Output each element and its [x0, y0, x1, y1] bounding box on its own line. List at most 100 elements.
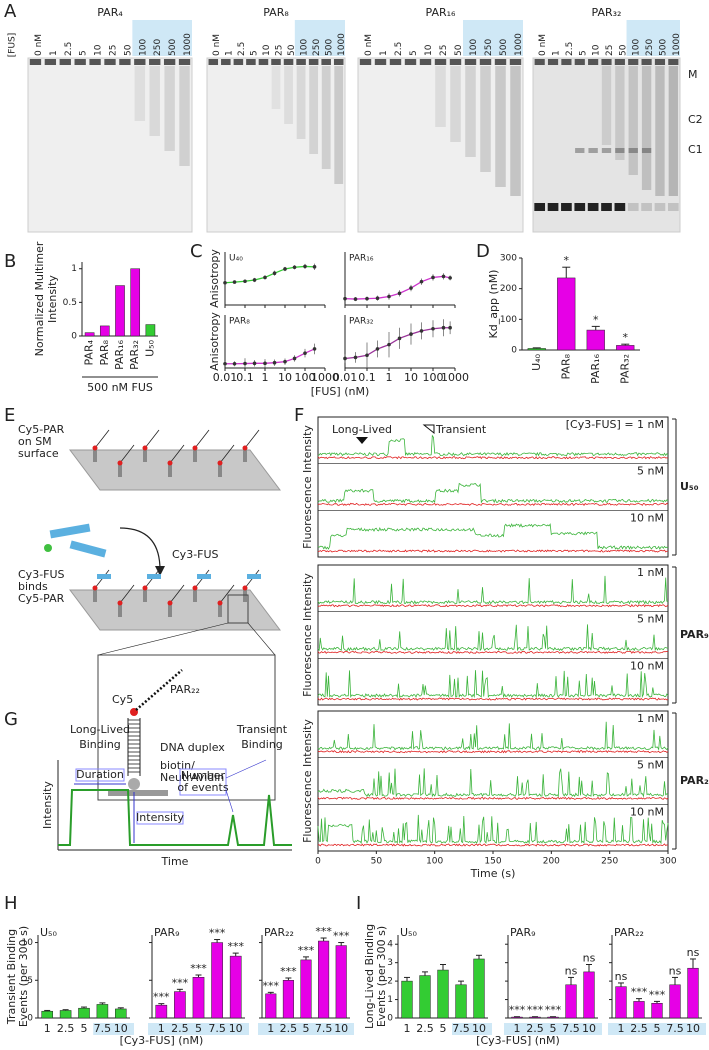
fit-line — [225, 348, 315, 365]
lane-highlight — [626, 20, 680, 56]
data-point — [448, 325, 452, 330]
y-tick-label: 0 — [387, 1014, 393, 1024]
duplex — [118, 463, 122, 477]
schematic-label: Cy3-FUS — [172, 548, 219, 561]
schematic-label: Intensity — [136, 811, 184, 824]
y-tick-label: 200 — [500, 284, 517, 294]
schematic-label: Long-Lived — [70, 723, 130, 736]
duplex — [243, 448, 247, 462]
x-tick-label: 1000 — [441, 371, 469, 384]
concentration-label: 5 nM — [637, 759, 664, 772]
bar — [282, 980, 294, 1019]
data-point — [232, 361, 237, 366]
subplot-name: PAR₃₂ — [349, 317, 374, 327]
gel-well — [149, 59, 161, 65]
lane-label: 10 — [592, 44, 602, 56]
subplot-name: U₄₀ — [229, 254, 243, 264]
gel-well — [59, 59, 71, 65]
x-tick-label: 7.5 — [94, 1022, 112, 1035]
y-axis-label: Kd_app (nM) — [487, 270, 500, 339]
gel-smear — [284, 66, 293, 124]
category-highlight — [258, 1023, 354, 1035]
rna — [244, 429, 260, 449]
x-tick-label: 1 — [158, 1022, 165, 1035]
lane-highlight — [463, 20, 523, 56]
gel-smear — [271, 66, 281, 109]
x-tick-label: 0.1 — [236, 371, 254, 384]
annotation-marker — [422, 424, 435, 435]
x-tick-label: 100 — [426, 857, 443, 867]
data-point — [419, 329, 424, 333]
donor-trace — [317, 523, 669, 550]
y-tick-label: 0 — [27, 1014, 33, 1024]
x-tick-label: 10 — [582, 1022, 596, 1035]
x-tick-label: 0.01 — [213, 371, 238, 384]
y-axis-label: Intensity — [41, 781, 54, 829]
lane-label: 1 — [224, 50, 234, 56]
gel-smear — [296, 66, 306, 139]
bar — [300, 959, 312, 1019]
significance: *** — [631, 986, 648, 999]
gel-smear — [465, 66, 476, 157]
y-tick-label: 0 — [71, 332, 77, 342]
bar — [616, 345, 635, 351]
gel-well — [359, 59, 372, 65]
concentration-label: 10 nM — [630, 659, 664, 672]
bar — [586, 329, 605, 351]
gel-well — [233, 59, 244, 65]
data-point — [263, 275, 267, 280]
y-tick-label: 3 — [387, 958, 393, 968]
x-tick-label: 10 — [334, 1022, 348, 1035]
significance: ns — [615, 970, 628, 983]
gel-band — [667, 203, 679, 211]
lane-label: 100 — [138, 39, 148, 56]
lane-label: 250 — [484, 39, 494, 56]
gel-smear — [435, 66, 446, 127]
gel-title: PAR₃₂ — [592, 6, 622, 19]
gel-smear — [628, 66, 638, 175]
lane-label: 500 — [325, 39, 335, 56]
panel-letter: G — [4, 709, 18, 730]
bar — [401, 980, 413, 1019]
gel-smear — [495, 66, 506, 187]
gel-well — [296, 59, 306, 65]
data-point — [272, 360, 277, 365]
x-tick-label: PAR₁₆ — [589, 353, 602, 384]
donor-trace — [317, 575, 669, 605]
x-tick-label: U₄₀ — [530, 353, 543, 370]
gel-smear — [179, 66, 190, 166]
significance: ns — [687, 946, 700, 959]
rna — [94, 429, 110, 449]
x-tick-label: 7.5 — [666, 1022, 684, 1035]
gel-well — [668, 59, 679, 65]
rna — [119, 584, 135, 604]
data-point — [343, 356, 347, 361]
bar — [437, 969, 449, 1019]
y-axis-label: Events (per 300 s) — [17, 926, 30, 1027]
gel-band — [641, 148, 652, 153]
subplot-name: PAR₉ — [154, 926, 180, 939]
panel-letter: C — [190, 241, 203, 262]
gel-well — [321, 59, 331, 65]
bar — [115, 285, 125, 337]
data-point — [397, 336, 402, 341]
cy5-dye — [117, 460, 123, 466]
x-tick-label: 2.5 — [280, 1022, 298, 1035]
bar — [583, 971, 595, 1019]
cy5-dye — [167, 460, 173, 466]
gel-well — [534, 59, 545, 65]
x-tick-label: 2.5 — [171, 1022, 189, 1035]
gel-well — [419, 59, 432, 65]
lane-label: 250 — [645, 39, 655, 56]
x-tick-label: PAR₈ — [559, 353, 572, 379]
data-point — [223, 280, 227, 285]
gel-well — [509, 59, 522, 65]
bar — [511, 1016, 523, 1019]
bar — [130, 268, 141, 337]
fit-line — [344, 275, 451, 300]
lane-label: 5 — [249, 50, 259, 56]
x-tick-label: 0 — [315, 857, 321, 867]
gel-band — [587, 203, 599, 211]
lane-label: 1000 — [672, 33, 682, 56]
donor-trace — [317, 624, 669, 652]
